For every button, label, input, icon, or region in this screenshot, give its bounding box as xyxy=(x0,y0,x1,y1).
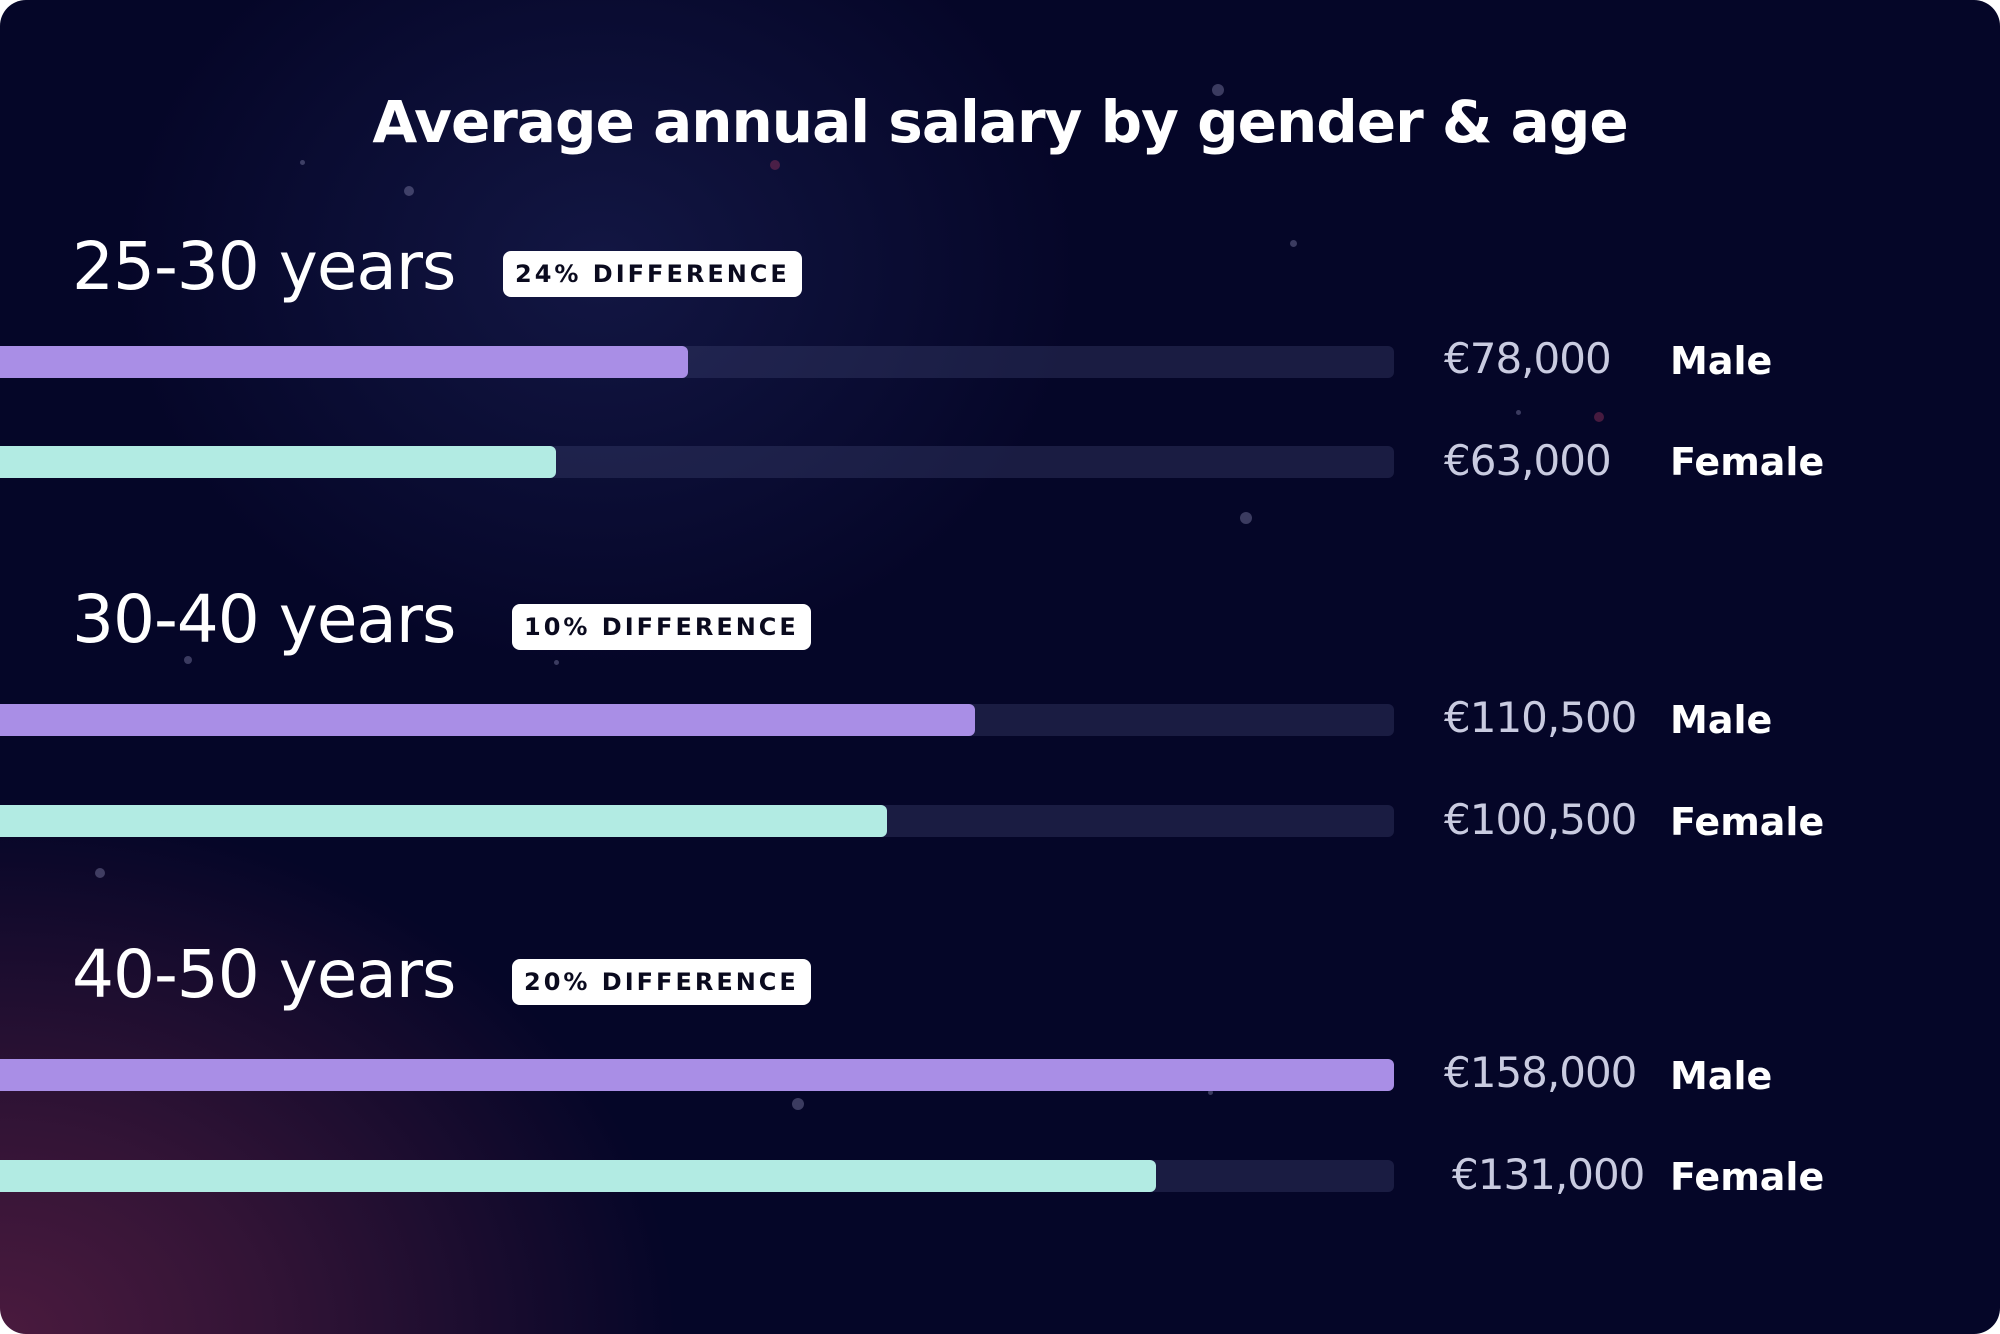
male-bar xyxy=(0,346,688,378)
bar-track xyxy=(0,704,1394,736)
bar-track xyxy=(0,805,1394,837)
background-particle xyxy=(1212,84,1224,96)
background-particle xyxy=(95,868,105,878)
gender-label: Female xyxy=(1670,800,1825,844)
male-bar xyxy=(0,1059,1394,1091)
gender-label: Male xyxy=(1670,339,1773,383)
background-particle xyxy=(770,160,780,170)
male-bar xyxy=(0,704,975,736)
female-bar xyxy=(0,805,887,837)
value-label: €100,500 xyxy=(1444,795,1637,844)
gender-label: Male xyxy=(1670,698,1773,742)
value-label: €63,000 xyxy=(1444,436,1612,485)
age-group-label: 25-30 years xyxy=(72,228,456,305)
background-particle xyxy=(1240,512,1252,524)
background-particle xyxy=(300,160,305,165)
difference-badge: 10% DIFFERENCE xyxy=(512,604,811,650)
bar-track xyxy=(0,346,1394,378)
bar-track xyxy=(0,446,1394,478)
female-bar xyxy=(0,446,556,478)
background-particle xyxy=(1208,1090,1213,1095)
gender-label: Male xyxy=(1670,1054,1773,1098)
background-particle xyxy=(1516,410,1521,415)
age-group-label: 40-50 years xyxy=(72,936,456,1013)
background-particle xyxy=(184,656,192,664)
difference-badge: 24% DIFFERENCE xyxy=(503,251,802,297)
age-group-label: 30-40 years xyxy=(72,581,456,658)
background-particle xyxy=(554,660,559,665)
gender-label: Female xyxy=(1670,440,1825,484)
background-particle xyxy=(792,1098,804,1110)
background-particle xyxy=(1594,412,1604,422)
chart-title: Average annual salary by gender & age xyxy=(372,88,1628,156)
background-particle xyxy=(1290,240,1297,247)
value-label: €158,000 xyxy=(1444,1048,1637,1097)
value-label: €110,500 xyxy=(1444,693,1637,742)
value-label: €131,000 xyxy=(1452,1150,1645,1199)
bar-track xyxy=(0,1160,1394,1192)
background-particle xyxy=(404,186,414,196)
difference-badge: 20% DIFFERENCE xyxy=(512,959,811,1005)
value-label: €78,000 xyxy=(1444,334,1612,383)
female-bar xyxy=(0,1160,1156,1192)
bar-track xyxy=(0,1059,1394,1091)
gender-label: Female xyxy=(1670,1155,1825,1199)
